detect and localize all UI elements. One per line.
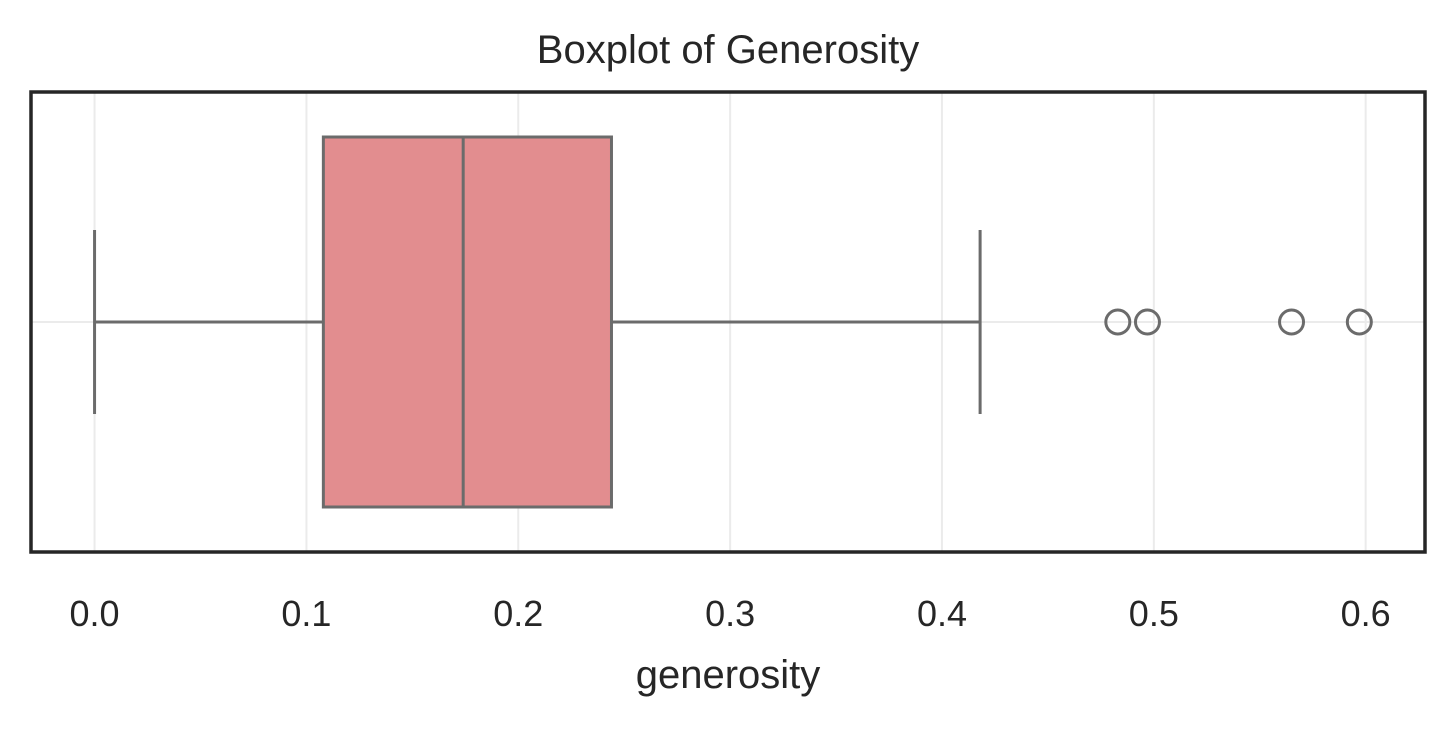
outlier-point-2 <box>1278 308 1306 336</box>
x-tick-label-5: 0.5 <box>1129 593 1179 634</box>
x-tick-label-2: 0.2 <box>493 593 543 634</box>
x-tick-label-4: 0.4 <box>917 593 967 634</box>
outliers <box>1104 308 1373 336</box>
outlier-point-3 <box>1345 308 1373 336</box>
x-tick-label-6: 0.6 <box>1341 593 1391 634</box>
box-group <box>93 135 982 509</box>
x-tick-label-0: 0.0 <box>70 593 120 634</box>
x-axis-label: generosity <box>636 653 821 697</box>
outlier-point-1 <box>1133 308 1161 336</box>
plot-frame <box>29 90 1427 554</box>
iqr-box <box>321 135 613 509</box>
x-tick-label-1: 0.1 <box>281 593 331 634</box>
outlier-point-0 <box>1104 308 1132 336</box>
x-tick-label-3: 0.3 <box>705 593 755 634</box>
x-tick-labels: 0.0 0.1 0.2 0.3 0.4 0.5 0.6 <box>70 593 1391 634</box>
chart-title: Boxplot of Generosity <box>537 28 919 72</box>
